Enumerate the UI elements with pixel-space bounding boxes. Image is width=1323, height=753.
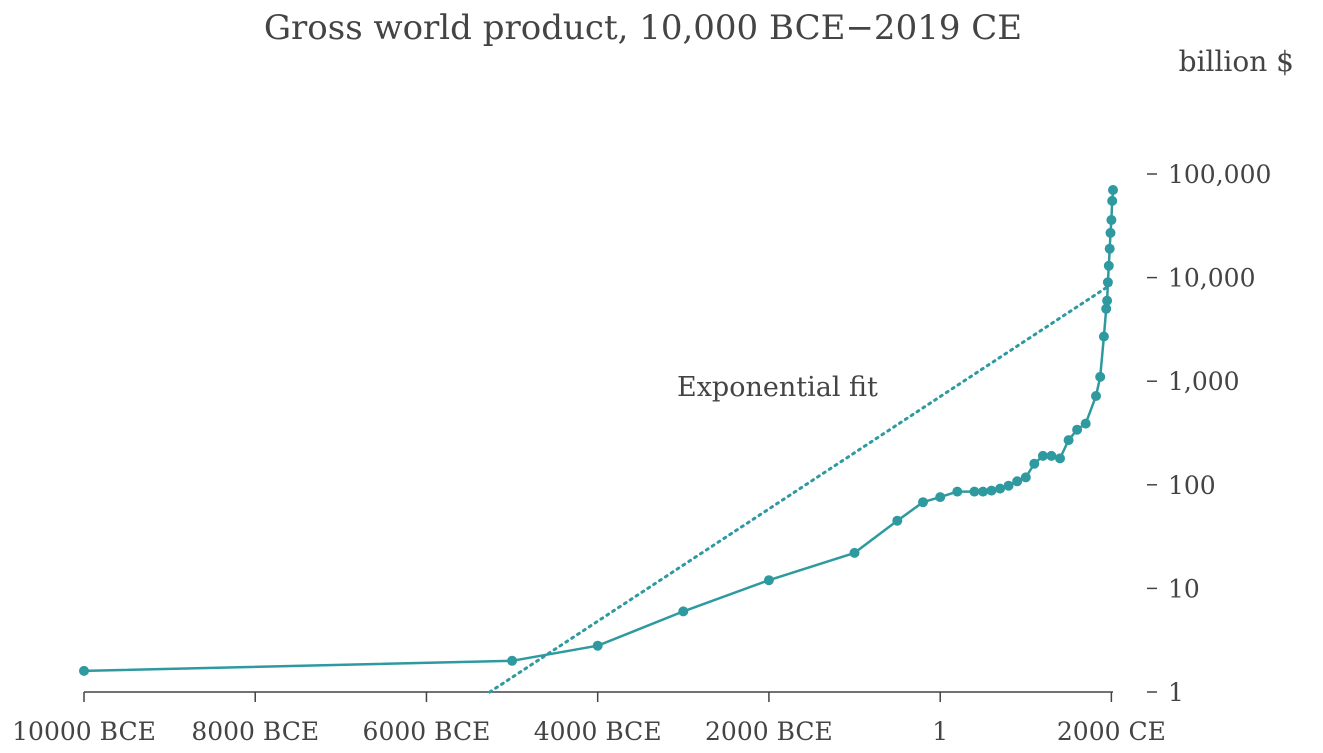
gwp-data-point [1108, 185, 1118, 195]
x-tick-label: 2000 CE [1057, 717, 1166, 746]
gwp-data-point [507, 655, 518, 666]
gwp-data-point [952, 486, 963, 497]
gwp-data-point [1105, 227, 1116, 238]
gwp-data-point [1106, 215, 1117, 225]
x-tick-label: 8000 BCE [191, 717, 319, 746]
gwp-data-point [1072, 424, 1083, 435]
exponential-fit-annotation: Exponential fit [677, 372, 878, 403]
gwp-data-point [995, 483, 1006, 494]
x-tick-label: 4000 BCE [534, 717, 662, 746]
gwp-data-point [1055, 453, 1065, 464]
gwp-data-point [1107, 195, 1118, 206]
gwp-data-point [1091, 391, 1101, 401]
y-axis: 1 10 100 1,000 10,000 100,000 [1147, 160, 1271, 707]
y-tick-label: 100,000 [1168, 160, 1271, 189]
y-tick-label: 1 [1168, 678, 1184, 707]
gwp-data-point [1029, 458, 1040, 469]
gwp-data-point [978, 486, 988, 497]
gwp-data-point [1020, 472, 1031, 483]
gwp-data-point [592, 640, 603, 651]
gwp-data-point [678, 606, 689, 617]
series-layer [79, 185, 1118, 694]
x-tick-label: 6000 BCE [363, 717, 491, 746]
gwp-data-point [986, 485, 997, 496]
gwp-data-point [1080, 418, 1091, 429]
gwp-data-point [892, 515, 903, 526]
gwp-data-point [1063, 435, 1074, 446]
y-tick-label: 100 [1168, 471, 1216, 500]
gwp-data-point [1012, 476, 1023, 487]
gwp-data-point [1003, 480, 1014, 491]
gwp-data-point [935, 492, 946, 503]
gwp-data-point [849, 547, 860, 558]
gwp-data-point [1095, 371, 1106, 382]
gwp-data-point [1098, 331, 1109, 342]
gwp-data-point [1046, 450, 1057, 461]
x-tick-label: 2000 BCE [705, 717, 833, 746]
exponential-fit-line [488, 283, 1112, 694]
y-tick-label: 10 [1168, 574, 1200, 603]
gwp-data-point [1102, 277, 1113, 288]
gwp-data-point [1103, 260, 1114, 271]
gwp-data-point [1102, 295, 1113, 306]
gwp-data-point [969, 486, 980, 497]
x-axis: 10000 BCE 8000 BCE 6000 BCE 4000 BCE 2000 BC… [12, 691, 1166, 746]
y-tick-label: 10,000 [1168, 264, 1255, 293]
gwp-data-point [1101, 303, 1112, 314]
chart-title: Gross world product, 10,000 BCE−2019 CE [264, 8, 1022, 48]
gwp-data-point [1104, 243, 1115, 254]
x-tick-label: 10000 BCE [12, 717, 156, 746]
y-axis-unit-label: billion $ [1179, 45, 1294, 78]
gwp-data-point [918, 497, 928, 508]
gwp-data-point [79, 665, 89, 676]
x-tick-label: 1 [932, 717, 948, 746]
gwp-data-point [1037, 450, 1048, 461]
gwp-data-point [763, 575, 774, 586]
gwp-series-line [83, 189, 1115, 673]
y-tick-label: 1,000 [1168, 367, 1240, 396]
